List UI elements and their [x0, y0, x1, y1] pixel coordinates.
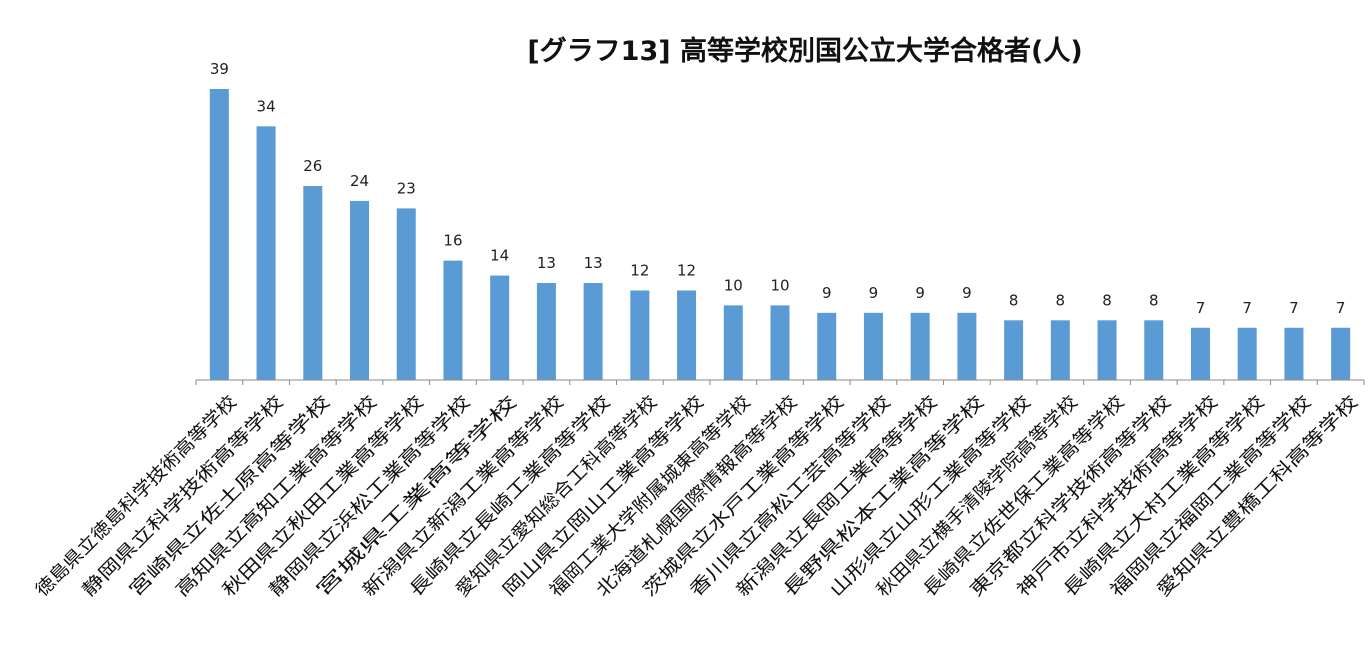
bar — [490, 275, 510, 380]
data-label: 12 — [630, 261, 649, 279]
data-label: 24 — [350, 172, 369, 190]
bar — [910, 312, 930, 380]
bars-group — [209, 89, 1351, 380]
bar — [350, 200, 370, 380]
data-label: 14 — [490, 247, 509, 265]
data-label: 23 — [397, 179, 416, 197]
bar — [677, 290, 697, 380]
data-label: 9 — [869, 284, 879, 302]
bar — [957, 312, 977, 380]
bar — [1331, 327, 1351, 380]
bar — [396, 208, 416, 380]
data-label: 7 — [1242, 299, 1252, 317]
bar — [817, 312, 837, 380]
chart-title: [グラフ13] 高等学校別国公立大学合格者(人) — [527, 35, 1082, 67]
data-label: 13 — [584, 254, 603, 272]
bar — [1050, 320, 1070, 380]
bar — [209, 89, 229, 380]
bar — [303, 186, 323, 380]
bar — [256, 126, 276, 380]
data-label: 9 — [915, 284, 925, 302]
data-label: 12 — [677, 261, 696, 279]
bar — [443, 260, 463, 380]
bar — [1097, 320, 1117, 380]
bar — [863, 312, 883, 380]
bar — [583, 283, 603, 380]
data-label: 10 — [770, 276, 789, 294]
data-label: 7 — [1336, 299, 1346, 317]
bar — [630, 290, 650, 380]
data-label: 7 — [1289, 299, 1299, 317]
bar — [1190, 327, 1210, 380]
data-label: 9 — [822, 284, 832, 302]
bar — [536, 283, 556, 380]
bar — [770, 305, 790, 380]
bar — [723, 305, 743, 380]
data-label: 7 — [1196, 299, 1206, 317]
data-label: 8 — [1056, 291, 1066, 309]
value-labels-group: 39 34 26 24 23 16 14 13 13 12 12 10 10 9 9 9 9 8 8 8 8 7 7 7 7 — [210, 60, 1346, 317]
x-axis-ticks — [195, 380, 1365, 385]
category-labels-group: 徳島県立徳島科学技術高等学校静岡県立科学技術高等学校宮崎県立佐土原高等学校高知県… — [32, 392, 1363, 601]
data-label: 10 — [724, 276, 743, 294]
data-label: 34 — [257, 97, 276, 115]
bar — [1237, 327, 1257, 380]
bar — [1144, 320, 1164, 380]
data-label: 9 — [962, 284, 972, 302]
data-label: 8 — [1102, 291, 1112, 309]
data-label: 39 — [210, 60, 229, 78]
data-label: 26 — [303, 157, 322, 175]
bar — [1284, 327, 1304, 380]
data-label: 16 — [443, 232, 462, 250]
bar — [1004, 320, 1024, 380]
data-label: 8 — [1009, 291, 1019, 309]
data-label: 13 — [537, 254, 556, 272]
data-label: 8 — [1149, 291, 1159, 309]
